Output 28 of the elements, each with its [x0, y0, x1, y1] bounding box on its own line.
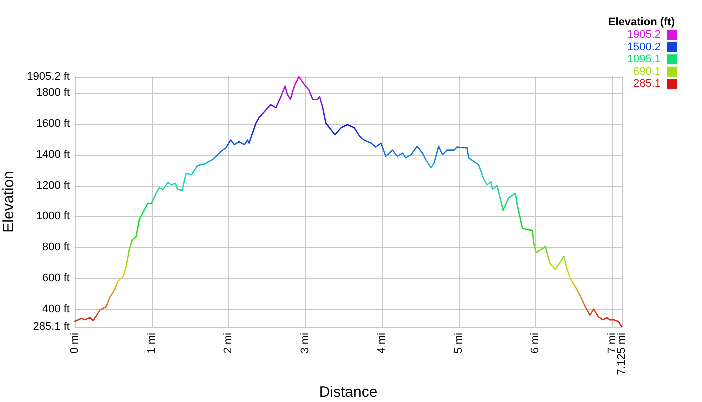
color-bar-label: 690.1	[633, 66, 661, 78]
x-tick-label: 6 mi	[530, 333, 542, 354]
x-tick-label: 1 mi	[146, 333, 158, 354]
x-tick-label: 7 mi	[606, 333, 618, 354]
color-bar-title: Elevation (ft)	[608, 16, 676, 28]
color-bar-label: 1905.2	[627, 29, 661, 41]
y-tick-label: 1000 ft	[36, 210, 70, 223]
y-tick-label: 1600 ft	[36, 118, 70, 130]
y-axis-title: Elevation	[0, 171, 18, 233]
x-tick-label: 3 mi	[299, 333, 312, 354]
x-tick-label: 2 mi	[222, 333, 235, 354]
x-tick-label: 4 mi	[376, 333, 388, 354]
x-tick-label: 5 mi	[452, 333, 465, 354]
y-tick-label: 1400 ft	[36, 148, 70, 161]
line-series	[74, 76, 623, 328]
y-tick-label: 400 ft	[42, 303, 70, 316]
x-tick-label: 0 mi	[69, 333, 81, 354]
y-tick-label: 285.1 ft	[33, 321, 70, 333]
y-tick-label: 600 ft	[42, 272, 70, 284]
x-tick-label: 7.125 mi	[616, 333, 628, 376]
y-tick-label: 1200 ft	[36, 180, 70, 192]
color-bar-label: 1500.2	[627, 41, 661, 54]
y-tick-label: 800 ft	[42, 242, 70, 254]
y-tick-label: 1905.2 ft	[27, 71, 70, 83]
y-tick-label: 1800 ft	[36, 87, 70, 100]
color-bar-label: 285.1	[633, 78, 661, 90]
x-axis-title: Distance	[319, 384, 378, 401]
color-bar-label: 1095.1	[627, 54, 661, 66]
